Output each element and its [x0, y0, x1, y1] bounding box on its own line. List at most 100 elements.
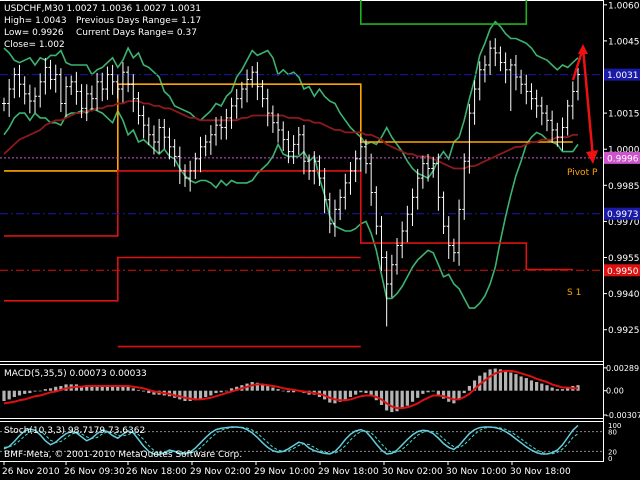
macd-bar	[152, 390, 156, 395]
macd-bar	[328, 390, 332, 403]
macd-bar	[260, 384, 265, 391]
price-bar	[415, 168, 420, 210]
close-value: Close= 1.002	[4, 40, 65, 50]
price-markers: 1.0031 0.9996 0.9973 0.9950	[604, 68, 640, 277]
price-bar	[477, 61, 482, 101]
macd-indicator	[2, 368, 580, 413]
macd-bar	[136, 389, 141, 391]
arrow-head-down	[586, 150, 598, 164]
price-bar	[126, 66, 131, 93]
macd-bar	[286, 390, 291, 393]
macd-bar	[467, 385, 472, 391]
macd-bar	[452, 390, 456, 404]
price-bar	[234, 89, 239, 119]
price-bar	[539, 96, 544, 126]
macd-bar	[405, 390, 409, 406]
macd-bar	[441, 390, 446, 399]
stoch-signal-line	[3, 426, 579, 455]
chart-header: USDCHF,M30 1.0027 1.0036 1.0027 1.0031 H…	[4, 4, 201, 50]
price-bar	[255, 62, 260, 101]
macd-bar	[255, 382, 259, 391]
price-bar	[467, 103, 472, 174]
price-bar	[436, 153, 441, 211]
price-bar	[338, 189, 343, 221]
price-marker: 0.9950	[604, 264, 640, 277]
macd-bar	[178, 390, 182, 400]
macd-bar	[529, 380, 534, 391]
price-bar	[198, 136, 203, 173]
price-bar	[560, 117, 565, 151]
price-bar	[353, 150, 358, 183]
macd-bar	[23, 390, 27, 394]
price-bar	[131, 74, 136, 113]
macd-bar	[410, 390, 415, 402]
macd-bar	[504, 370, 508, 391]
price-bar	[172, 139, 177, 167]
macd-bar	[431, 390, 435, 392]
price-bar	[270, 105, 275, 133]
previous-days-range: Previous Days Range= 1.17	[76, 16, 201, 26]
macd-bar	[266, 385, 270, 391]
macd-bar	[7, 390, 11, 400]
macd-bar	[416, 390, 420, 398]
macd-bar	[116, 386, 120, 391]
macd-bar	[131, 388, 135, 391]
price-marker-text: 1.0031	[607, 71, 639, 81]
macd-bar	[426, 390, 430, 393]
price-bar	[276, 113, 281, 143]
price-bar	[358, 137, 363, 172]
price-bar	[167, 127, 172, 160]
macd-bar	[38, 390, 42, 392]
macd-bar	[524, 378, 528, 391]
macd-bar	[54, 386, 58, 391]
price-bar	[327, 192, 332, 234]
s1-label: S 1	[567, 288, 581, 298]
macd-signal-line	[3, 369, 578, 410]
price-bar	[188, 160, 193, 192]
price-bar	[462, 153, 467, 220]
time-tick-label: 29 Nov 10:00	[254, 467, 315, 477]
macd-bar	[400, 390, 404, 409]
price-bar	[363, 139, 368, 174]
price-tick-label: 0.9985	[608, 182, 640, 192]
macd-bar	[219, 390, 223, 393]
price-bar	[332, 199, 337, 237]
macd-bar	[421, 390, 425, 394]
price-bar	[151, 125, 156, 155]
macd-bar	[33, 390, 37, 392]
price-bar	[224, 108, 229, 140]
price-tick-label: 0.9925	[608, 326, 640, 336]
price-bar	[33, 87, 38, 113]
low-value: Low= 0.9926	[4, 28, 64, 38]
macd-bar	[235, 386, 239, 391]
price-bar	[157, 118, 162, 154]
price-tick-label: 0.9940	[608, 290, 640, 300]
price-bar	[472, 80, 477, 125]
time-tick-label: 30 Nov 10:00	[446, 467, 507, 477]
price-bars	[2, 38, 580, 327]
macd-title: MACD(5,35,5) 0.00073 0.00033	[4, 369, 147, 379]
price-bar	[53, 64, 58, 93]
macd-bar	[85, 385, 89, 391]
price-bar	[12, 67, 17, 99]
macd-bar	[193, 390, 197, 401]
price-bar	[555, 122, 560, 147]
price-tick-label: 1.0060	[608, 1, 640, 11]
macd-bar	[28, 390, 32, 394]
price-marker: 0.9973	[604, 207, 640, 220]
price-bar	[146, 117, 151, 146]
price-tick-label: 0.9955	[608, 254, 640, 264]
macd-tick-label: 0.00289	[606, 364, 639, 373]
time-tick-label: 26 Nov 2010	[2, 467, 60, 477]
macd-bar	[183, 390, 187, 401]
price-bar	[446, 216, 451, 259]
projection-arrow	[571, 44, 598, 164]
price-bar	[38, 73, 43, 108]
macd-bar	[488, 369, 492, 391]
current-days-range: Current Days Range= 0.37	[76, 28, 197, 38]
price-bar	[110, 64, 115, 95]
macd-bar	[281, 390, 285, 392]
price-bar	[395, 238, 400, 275]
